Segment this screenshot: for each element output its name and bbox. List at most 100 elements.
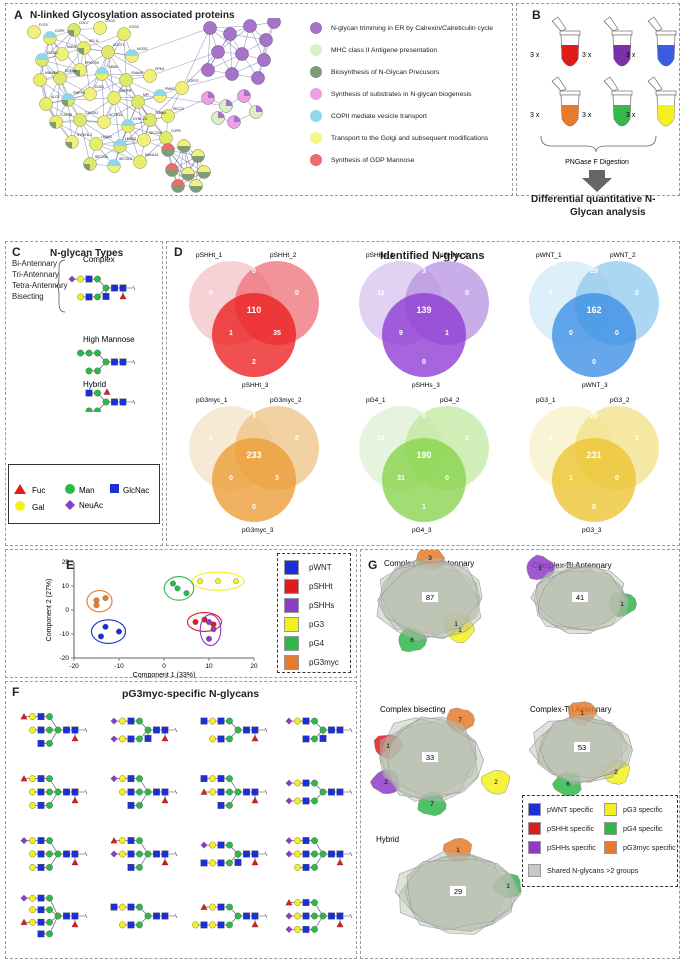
g-legend-item: Shared N-glycans >2 groups: [528, 864, 638, 877]
glycan-class-venns: Complex-Tetra Antennary873611Complex-Bi …: [370, 550, 637, 935]
pca-legend-item: pG3: [284, 617, 324, 632]
reducing-end: [259, 789, 268, 795]
network-edge: [167, 97, 209, 117]
network-node-label: PRKCSH: [85, 61, 100, 65]
gal-symbol: [209, 788, 216, 796]
network-edge: [113, 97, 151, 121]
data-point: [210, 626, 217, 633]
symbol-legend-art: Fuc Man GlcNac Gal NeuAc: [14, 484, 149, 512]
venn-diagram: pSHHs_1 pSHHs_2 pSHHs_3 11 3 0 139 9 1 0: [359, 252, 489, 389]
specific-count: 6: [410, 637, 414, 644]
network-node-slice: [83, 164, 90, 171]
panel-g-label: G: [368, 558, 378, 572]
venn-set-3: [212, 438, 296, 522]
legend-label: pG4 specific: [623, 824, 663, 833]
network-edge: [209, 27, 243, 55]
man-symbol: [311, 717, 318, 725]
venn-count: 3: [422, 268, 426, 275]
glcnac-symbol: [63, 850, 70, 858]
fuc-symbol: [251, 920, 259, 928]
gal-symbol: [209, 841, 216, 849]
shared-count: 29: [454, 887, 462, 896]
gal-symbol: [192, 921, 199, 929]
network-node-slice: [177, 146, 191, 153]
gal-symbol: [15, 501, 25, 511]
venn-count: 0: [592, 504, 596, 511]
network-node-slice: [165, 170, 179, 177]
man-symbol: [136, 788, 143, 796]
network-node-label: DUS1: [95, 85, 104, 89]
man-symbol: [319, 912, 327, 920]
fuc-symbol: [251, 858, 259, 866]
glcnac-symbol: [336, 912, 344, 920]
glycan-types-art: Complex High Mannose Hybrid: [54, 255, 136, 412]
gal-symbol: [29, 837, 36, 844]
network-node: [27, 25, 41, 39]
venn-count: 3: [275, 475, 279, 482]
network-node: [83, 87, 97, 101]
network-edge: [67, 99, 105, 123]
venn-set-label: pG3_3: [582, 527, 602, 534]
pca-legend-item: pG3myc: [284, 655, 339, 670]
glycan-structure: [20, 894, 88, 938]
specific-count: 7: [430, 801, 434, 808]
x-tick-label: 10: [205, 663, 213, 670]
man-symbol: [311, 912, 318, 920]
network-edge: [79, 119, 91, 165]
man-symbol: [136, 850, 143, 858]
panel-a: [5, 3, 513, 196]
network-node-slice: [49, 122, 56, 129]
specific-count: 1: [580, 710, 584, 717]
data-point: [170, 580, 176, 587]
man-symbol: [144, 726, 152, 734]
data-point: [98, 633, 104, 640]
panel-e: [5, 549, 357, 678]
y-tick-label: -20: [60, 655, 70, 662]
man-symbol: [46, 864, 53, 871]
fuc-symbol: [103, 388, 111, 395]
network-edge: [207, 27, 211, 71]
reducing-end: [79, 913, 88, 919]
man-symbol: [136, 837, 143, 844]
glycan-structure: [200, 841, 268, 867]
man-symbol: [311, 899, 318, 906]
neuac-symbol: [65, 500, 75, 510]
venn-count: 29: [590, 268, 598, 275]
network-node-label: SEC24C: [149, 131, 163, 135]
glcnac-symbol: [302, 735, 310, 743]
glcnac-symbol: [302, 837, 310, 844]
data-point: [197, 578, 203, 585]
shared-count: 87: [426, 593, 434, 602]
glcnac-symbol: [37, 775, 45, 782]
man-symbol: [85, 367, 93, 375]
glcnac-symbol: [127, 903, 135, 911]
man-symbol: [136, 921, 143, 929]
gal-symbol: [29, 864, 36, 871]
x-tick-label: -10: [114, 663, 124, 670]
x-tick-label: 20: [250, 663, 258, 670]
legend-label: Synthesis of substrates in N-glycan biog…: [331, 90, 472, 98]
panel-a-legend-item: N-glycan trimming in ER by Calrexin/Calr…: [310, 22, 493, 34]
glycan-structure: [285, 717, 353, 743]
reducing-end: [259, 913, 268, 919]
fuc-symbol: [71, 734, 79, 742]
specific-count: 2: [494, 779, 498, 786]
fuc-symbol: [119, 292, 127, 300]
venn-count: 162: [586, 305, 601, 315]
legend-label: Biosynthesis of N-Glycan Precusors: [331, 68, 440, 76]
fuc-symbol: [336, 920, 344, 928]
neuac-symbol: [110, 735, 118, 743]
man-symbol: [77, 349, 84, 357]
panel-f: [5, 681, 357, 959]
network-node-slice: [218, 111, 225, 118]
protein-network: FUT8 COPE COG7 COG4 COG3 FUCA2 MAN1 SEL1L UGGT1 M…: [27, 18, 281, 193]
specific-count: 1: [506, 883, 510, 890]
sample-tube: 3 x: [626, 76, 677, 127]
legend-swatch: [284, 579, 299, 594]
glcnac-symbol: [37, 864, 45, 871]
y-tick-label: 10: [62, 583, 70, 590]
legend-label: pG3: [309, 620, 325, 629]
specific-count: 7: [458, 717, 462, 724]
glcnac-symbol: [119, 284, 127, 292]
network-node-slice: [125, 49, 139, 56]
